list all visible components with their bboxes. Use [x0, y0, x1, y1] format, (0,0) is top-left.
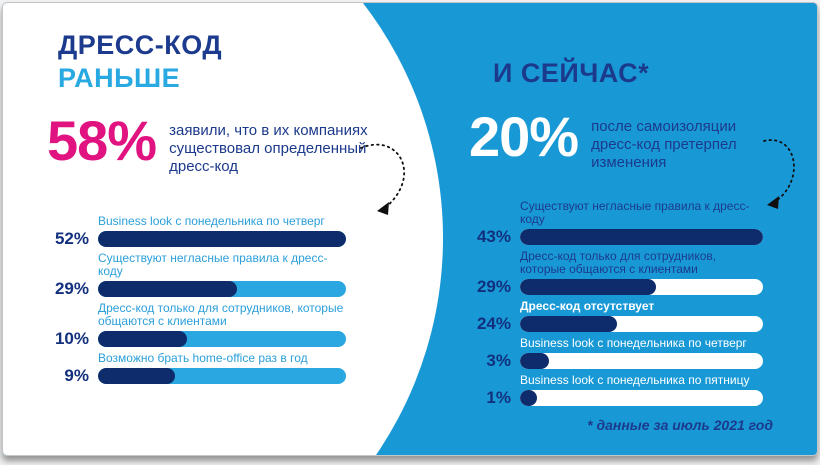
bar-row: 1% Business look с понедельника по пятни…	[465, 374, 763, 406]
bar-value-label: 10%	[54, 329, 89, 348]
bar-row: 3% Business look с понедельника по четве…	[465, 337, 763, 369]
bar-track	[98, 331, 346, 347]
bar-fill	[520, 353, 550, 369]
bar-value-label: 3%	[486, 351, 511, 370]
bar-fill	[98, 368, 175, 384]
bar-value-label: 29%	[476, 277, 511, 296]
right-title: И СЕЙЧАС*	[493, 58, 650, 88]
bar-track	[98, 368, 346, 384]
bar-category-label: Дресс-код отсутствует	[520, 299, 655, 313]
bar-category-label: Дресс-код только для сотрудников, которы…	[520, 249, 717, 276]
right-stat-value: 20%	[469, 105, 579, 168]
bar-track	[520, 390, 763, 406]
bar-fill	[520, 390, 537, 406]
bar-value-label: 24%	[476, 314, 511, 333]
bar-category-label: Business look с понедельника по четверг	[98, 214, 325, 228]
bar-category-label: Возможно брать home-office раз в год	[98, 351, 308, 365]
slide-canvas: ДРЕСС-КОД РАНЬШЕ 58% заявили, что в их к…	[2, 2, 818, 456]
left-title: ДРЕСС-КОД РАНЬШЕ	[58, 29, 222, 95]
bar-row: 52% Business look с понедельника по четв…	[43, 215, 346, 247]
bar-fill	[520, 279, 657, 295]
bar-fill	[98, 331, 188, 347]
right-stat-description: после самоизоляции дресс-код претерпел и…	[591, 118, 737, 171]
bar-value-label: 29%	[54, 279, 89, 298]
bar-row: 9% Возможно брать home-office раз в год	[43, 352, 346, 384]
bar-category-label: Дресс-код только для сотрудников, которы…	[98, 301, 344, 328]
bar-track	[520, 229, 763, 245]
bar-fill	[98, 281, 237, 297]
left-stat-description: заявили, что в их компаниях существовал …	[169, 122, 368, 175]
curved-dotted-arrow-left	[360, 143, 406, 215]
bar-track	[520, 316, 763, 332]
left-title-line1: ДРЕСС-КОД	[58, 30, 223, 60]
bar-track	[520, 279, 763, 295]
bar-row: 29% Существуют негласные правила к дресс…	[43, 252, 346, 297]
bar-category-label: Существуют негласные правила к дресс-код…	[98, 251, 328, 278]
bar-category-label: Business look с понедельника по пятницу	[520, 373, 750, 387]
bar-row: 43% Существуют негласные правила к дресс…	[465, 200, 763, 245]
bar-row: 10% Дресс-код только для сотрудников, ко…	[43, 302, 346, 347]
bar-value-label: 9%	[64, 366, 89, 385]
bar-row: 29% Дресс-код только для сотрудников, ко…	[465, 250, 763, 295]
left-stat-value: 58%	[47, 109, 157, 172]
footnote: * данные за июль 2021 год	[587, 417, 773, 433]
bar-value-label: 1%	[486, 388, 511, 407]
bar-category-label: Business look с понедельника по четверг	[520, 336, 747, 350]
bar-value-label: 43%	[476, 227, 511, 246]
right-bar-chart: 43% Существуют негласные правила к дресс…	[465, 200, 763, 411]
bar-track	[98, 281, 346, 297]
bar-track	[98, 231, 346, 247]
left-title-line2: РАНЬШЕ	[58, 63, 181, 93]
bar-category-label: Существуют негласные правила к дресс-код…	[520, 199, 750, 226]
bar-fill	[98, 231, 346, 247]
curved-dotted-arrow-right	[763, 139, 795, 209]
bar-fill	[520, 316, 618, 332]
left-key-stat: 58% заявили, что в их компаниях существо…	[47, 111, 447, 176]
left-bar-chart: 52% Business look с понедельника по четв…	[43, 215, 346, 389]
bar-fill	[520, 229, 763, 245]
bar-value-label: 52%	[54, 229, 89, 248]
bar-row: 24% Дресс-код отсутствует	[465, 300, 763, 332]
right-key-stat: 20% после самоизоляции дресс-код претерп…	[469, 105, 817, 172]
bar-track	[520, 353, 763, 369]
